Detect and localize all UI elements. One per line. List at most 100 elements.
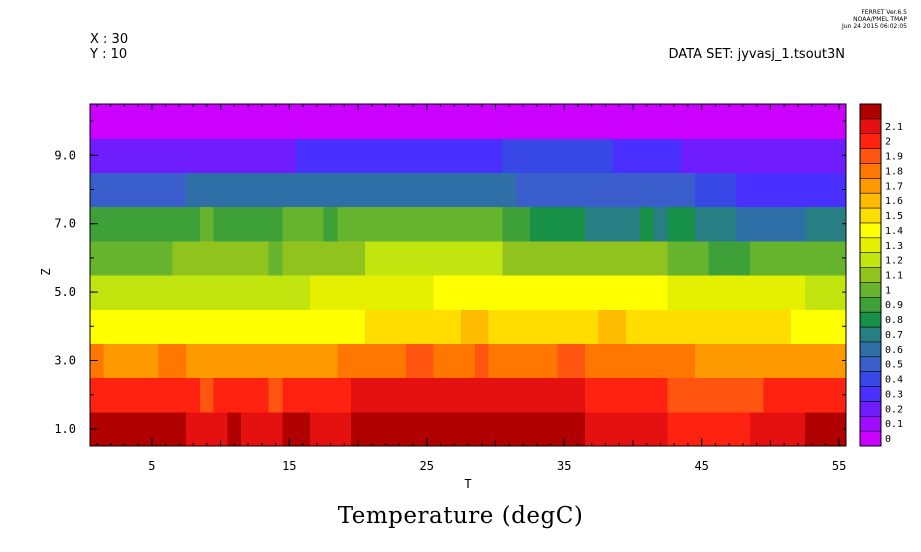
heatmap-cell [667, 240, 710, 276]
ferret-stamp: FERRET Ver.6.5 NOAA/PMEL TMAP Jun 24 201… [842, 9, 907, 30]
heatmap-cell [90, 206, 201, 242]
heatmap-cell [90, 275, 311, 310]
y-tick-label: 9.0 [54, 148, 76, 162]
heatmap-cell [584, 343, 696, 379]
heatmap-cell [90, 172, 187, 208]
heatmap-cell [172, 240, 270, 276]
heatmap-cells [90, 104, 847, 447]
colorbar-label: 0.3 [885, 389, 903, 400]
heatmap-cell [626, 172, 696, 208]
heatmap-cell [337, 206, 503, 242]
heatmap-cell [694, 206, 737, 242]
colorbar-swatch [860, 104, 881, 120]
colorbar-label: 1.6 [885, 196, 903, 207]
colorbar-label: 0.2 [885, 404, 903, 415]
heatmap-cell [736, 138, 847, 173]
colorbar-swatch [860, 327, 881, 343]
colorbar-swatch [860, 297, 881, 313]
heatmap-cell [90, 138, 297, 173]
heatmap-cell [502, 206, 531, 242]
heatmap-cell [309, 275, 435, 310]
heatmap-cell [296, 138, 503, 173]
colorbar-label: 1.2 [885, 256, 903, 267]
heatmap-cell [433, 411, 586, 447]
heatmap-cell [186, 172, 517, 208]
colorbar-swatch [860, 312, 881, 328]
colorbar-label: 0.6 [885, 345, 903, 356]
colorbar-swatch [860, 386, 881, 402]
heatmap-cell [749, 240, 847, 276]
colorbar-swatch [860, 118, 881, 135]
heatmap-cell [337, 343, 407, 379]
heatmap-cell [351, 411, 421, 447]
x-tick-label: 45 [694, 459, 708, 473]
colorbar-swatch [860, 178, 881, 194]
y-tick-label: 5.0 [54, 285, 76, 299]
heatmap-cell [364, 309, 462, 344]
heatmap-cell [309, 411, 352, 447]
chart-title: Temperature (degC) [337, 503, 584, 529]
heatmap-cell [213, 377, 270, 413]
colorbar-frame [859, 103, 882, 447]
y-tick-labels: 1.0 3.0 5.0 7.0 9.0 [54, 148, 76, 436]
colorbar-swatch [860, 371, 881, 388]
heatmap-cell [282, 411, 311, 447]
heatmap-cell [213, 206, 284, 242]
stamp-line-2: NOAA/PMEL TMAP [853, 16, 907, 23]
heatmap-cell [433, 275, 668, 310]
y-tick-label: 1.0 [54, 422, 76, 436]
heatmap-cell [667, 411, 751, 447]
colorbar-label: 1.5 [885, 211, 903, 222]
colorbar-label: 1 [885, 285, 891, 296]
colorbar [859, 103, 882, 447]
heatmap-cell [488, 343, 558, 379]
heatmap-cell [791, 309, 847, 344]
heatmap-cell [736, 172, 847, 208]
stamp-line-1: FERRET Ver.6.5 [861, 9, 907, 16]
x-tick-label: 5 [148, 459, 155, 473]
x-tick-label: 55 [832, 459, 846, 473]
colorbar-swatch [860, 252, 881, 269]
heatmap-cell [90, 240, 174, 276]
colorbar-swatch [860, 267, 881, 283]
colorbar-label: 0.9 [885, 300, 903, 311]
colorbar-swatch [860, 222, 881, 239]
colorbar-swatch [860, 208, 881, 224]
heatmap-cell [323, 206, 339, 242]
heatmap-cell [639, 206, 655, 242]
heatmap-cell [227, 411, 242, 447]
heatmap-cell [557, 343, 586, 379]
heatmap-cell [681, 138, 737, 173]
colorbar-label: 0.1 [885, 419, 903, 430]
heatmap-cell [653, 206, 668, 242]
heatmap-cell [804, 411, 847, 447]
x-tick-label: 35 [557, 459, 571, 473]
heatmap-cell [186, 343, 339, 379]
heatmap-cell [516, 172, 627, 208]
colorbar-swatch [860, 148, 881, 164]
heatmap-cell [667, 206, 696, 242]
heatmap-cell [461, 309, 490, 344]
colorbar-label: 1.9 [885, 152, 903, 163]
x-axis-label: T [464, 477, 471, 491]
heatmap-cell [199, 206, 215, 242]
heatmap-cell [584, 377, 668, 413]
heatmap-cell [241, 411, 284, 447]
heatmap-cell [612, 138, 682, 173]
colorbar-label: 0 [885, 434, 891, 445]
colorbar-label: 1.7 [885, 181, 903, 192]
colorbar-label: 0.8 [885, 315, 903, 326]
heatmap-cell [158, 343, 187, 379]
axis-ticks [90, 104, 846, 446]
heatmap-cell [667, 377, 765, 413]
y-axis-label: Z [39, 268, 53, 275]
colorbar-label: 2 [885, 137, 891, 148]
heatmap-cell [598, 309, 627, 344]
colorbar-label: 1.4 [885, 226, 903, 237]
colorbar-swatch [860, 163, 881, 179]
heatmap-cell [268, 240, 284, 276]
x-position-label: X : 30 [90, 32, 129, 47]
colorbar-swatch [860, 431, 881, 447]
heatmap-cell [667, 275, 806, 310]
colorbar-swatch [860, 282, 881, 298]
